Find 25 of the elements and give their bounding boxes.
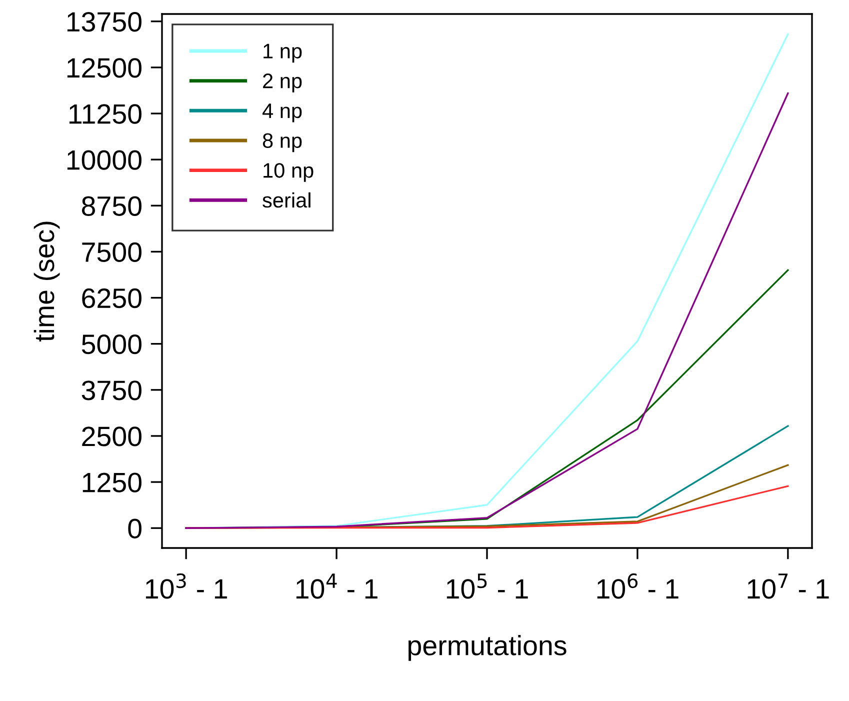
x-tick-label: 10$^{4}$ - 1 <box>296 574 378 599</box>
y-tick-label: 11250 <box>69 104 142 124</box>
legend-label: 4 np <box>262 104 302 122</box>
x-tick-label: 10$^{7}$ - 1 <box>748 574 829 599</box>
y-tick-label: 12500 <box>67 58 142 78</box>
x-tick-label: 10$^{3}$ - 1 <box>146 573 227 599</box>
legend-label: 10 np <box>264 163 314 182</box>
y-tick-label: 2500 <box>82 426 142 446</box>
legend-label: 8 np <box>262 133 302 152</box>
legend-label: serial <box>262 192 310 208</box>
y-tick-label: 1250 <box>82 472 142 492</box>
y-tick-label: 10000 <box>67 150 142 170</box>
y-tick-label: 7500 <box>82 242 142 262</box>
x-tick-label: 10$^{6}$ - 1 <box>597 573 678 599</box>
x-tick-label: 10$^{5}$ - 1 <box>446 574 528 599</box>
legend-label: 1 np <box>264 44 302 63</box>
y-tick-label: 8750 <box>82 196 142 216</box>
x-axis-title: permutations <box>408 635 566 661</box>
y-tick-label: 6250 <box>82 288 142 308</box>
y-tick-label: 5000 <box>82 334 142 354</box>
y-axis-title: time (sec) <box>34 222 60 342</box>
legend-label: 2 np <box>263 74 302 92</box>
y-tick-label: 13750 <box>67 12 142 32</box>
y-tick-label: 0 <box>128 518 142 538</box>
y-tick-label: 3750 <box>82 380 142 400</box>
